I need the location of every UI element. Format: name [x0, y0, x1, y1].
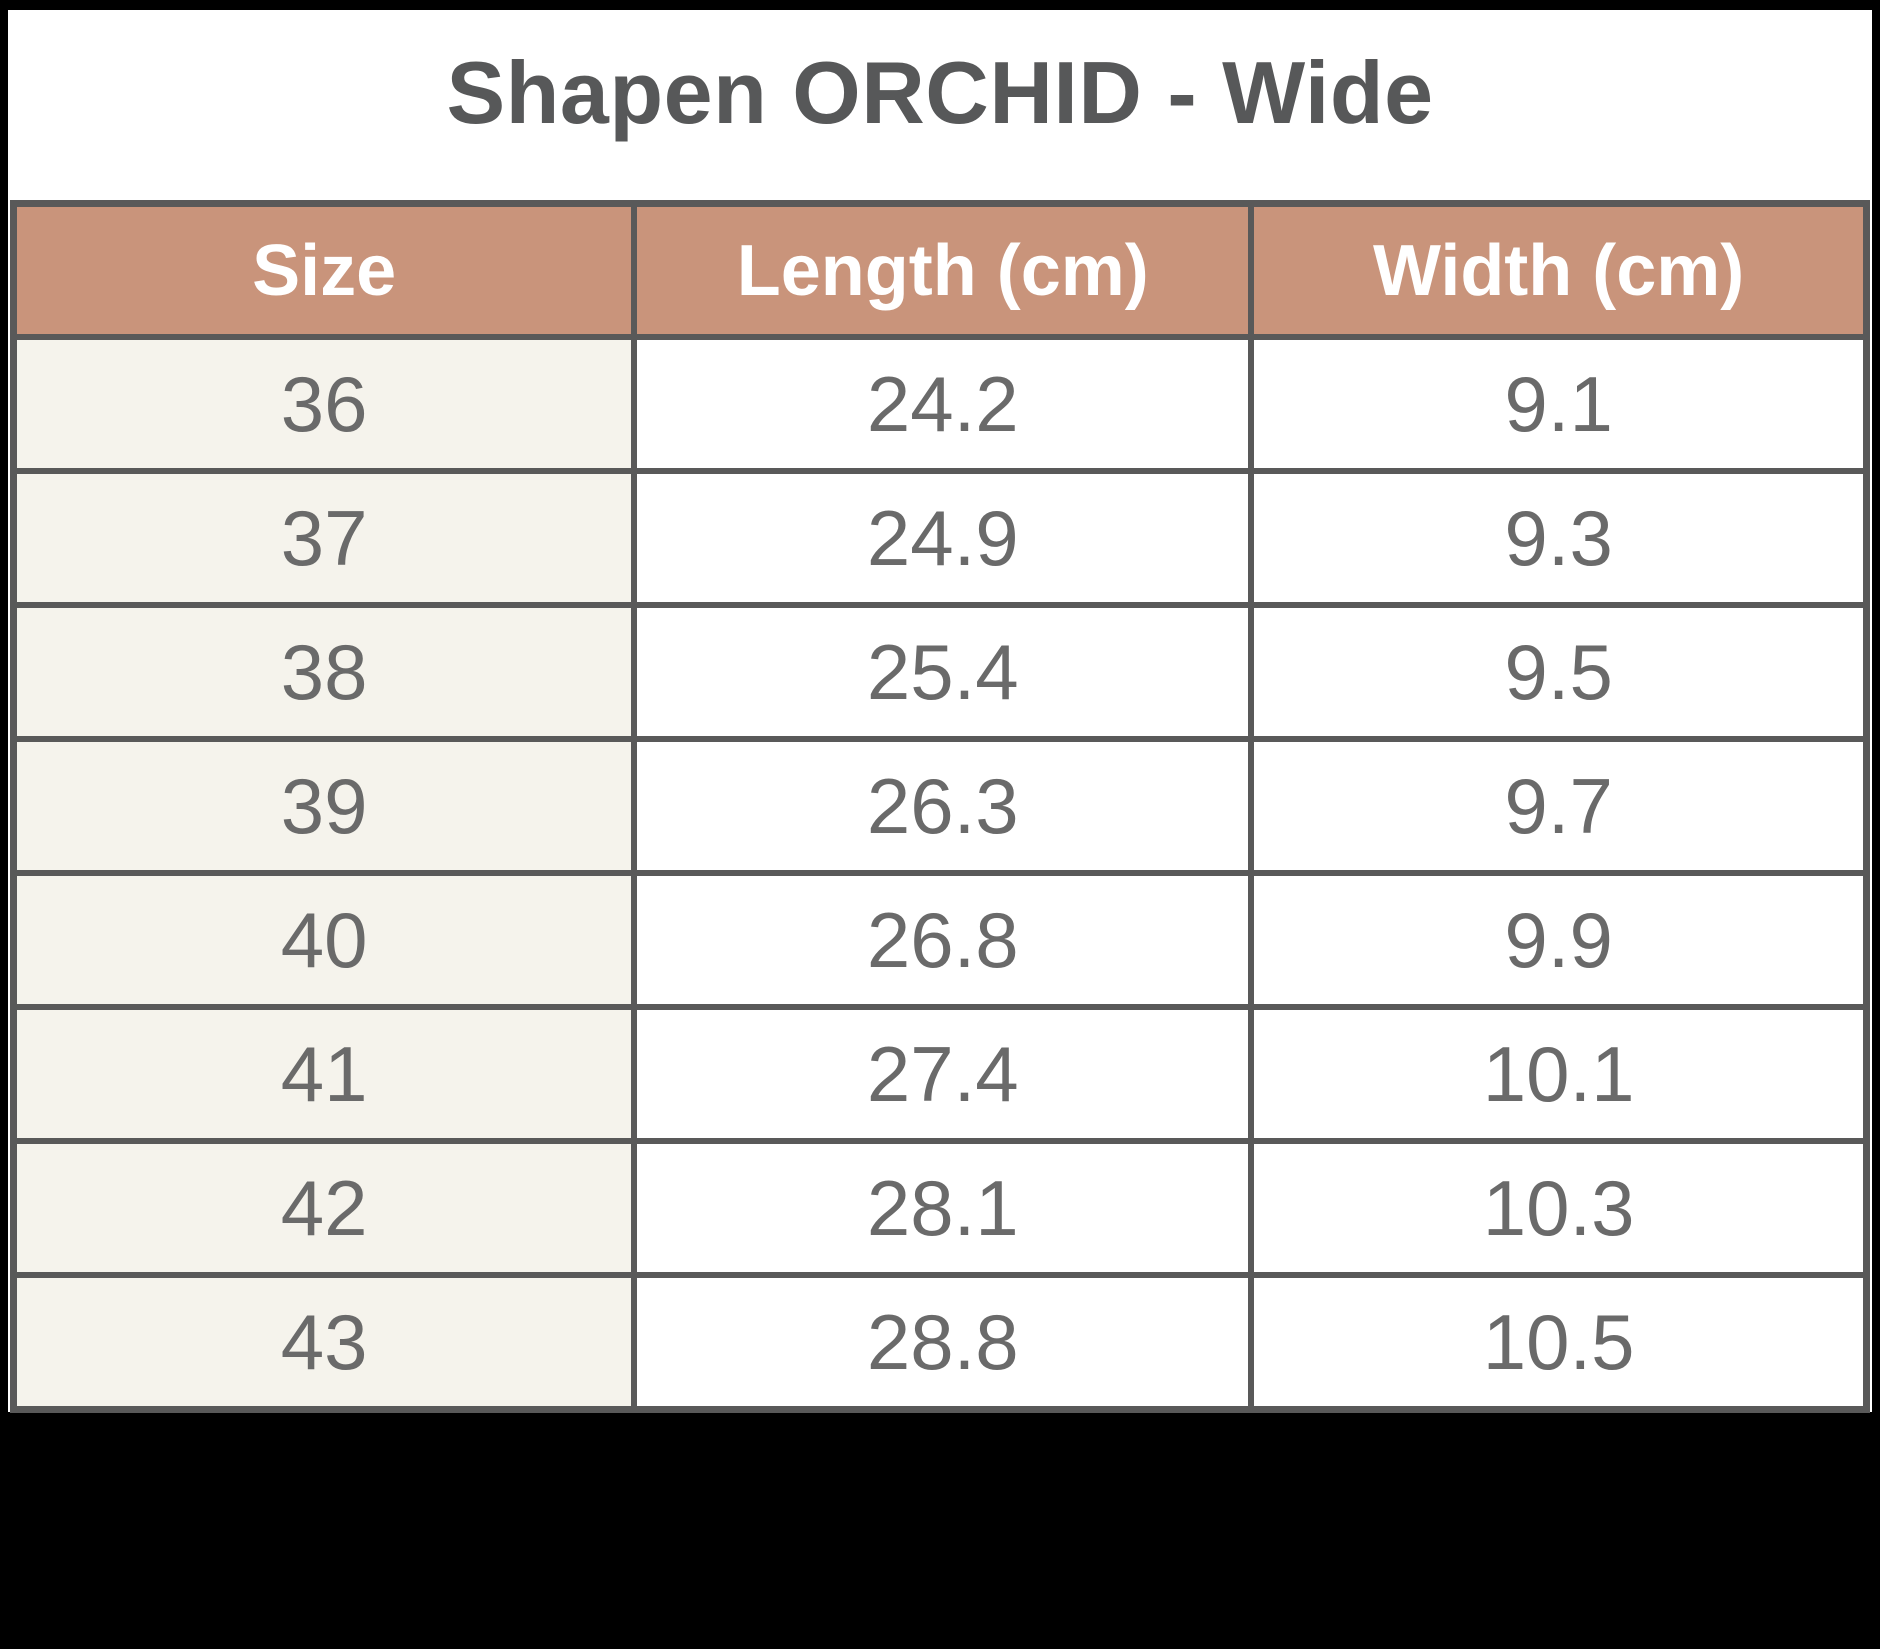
size-cell: 36: [10, 334, 638, 474]
page-title: Shapen ORCHID - Wide: [446, 43, 1434, 142]
length-cell: 26.8: [631, 870, 1255, 1010]
width-cell: 9.9: [1248, 870, 1870, 1010]
width-cell: 10.3: [1248, 1138, 1870, 1278]
length-cell: 28.8: [631, 1272, 1255, 1413]
column-header-length: Length (cm): [631, 200, 1255, 340]
size-cell: 38: [10, 602, 638, 742]
column-header-size: Size: [10, 200, 638, 340]
length-cell: 25.4: [631, 602, 1255, 742]
width-cell: 9.3: [1248, 468, 1870, 608]
table-body: 36 24.2 9.1 37 24.9 9.3 38 25.4 9.5 39 26.3 9.7 40 26…: [10, 334, 1870, 1413]
length-cell: 24.2: [631, 334, 1255, 474]
table-row: 38 25.4 9.5: [10, 602, 1870, 742]
size-cell: 39: [10, 736, 638, 876]
length-cell: 27.4: [631, 1004, 1255, 1144]
width-cell: 9.7: [1248, 736, 1870, 876]
length-cell: 28.1: [631, 1138, 1255, 1278]
table-row: 40 26.8 9.9: [10, 870, 1870, 1010]
size-cell: 42: [10, 1138, 638, 1278]
size-chart-table: Size Length (cm) Width (cm) 36 24.2 9.1 37 2…: [10, 200, 1870, 1413]
length-cell: 26.3: [631, 736, 1255, 876]
title-area: Shapen ORCHID - Wide: [8, 10, 1872, 200]
table-row: 42 28.1 10.3: [10, 1138, 1870, 1278]
table-row: 39 26.3 9.7: [10, 736, 1870, 876]
size-chart-card: Shapen ORCHID - Wide Size Length (cm) Wi…: [8, 10, 1872, 1413]
size-cell: 43: [10, 1272, 638, 1413]
width-cell: 10.5: [1248, 1272, 1870, 1413]
size-cell: 40: [10, 870, 638, 1010]
width-cell: 9.1: [1248, 334, 1870, 474]
column-header-width: Width (cm): [1248, 200, 1870, 340]
length-cell: 24.9: [631, 468, 1255, 608]
table-row: 43 28.8 10.5: [10, 1272, 1870, 1413]
size-cell: 41: [10, 1004, 638, 1144]
width-cell: 9.5: [1248, 602, 1870, 742]
size-cell: 37: [10, 468, 638, 608]
table-row: 41 27.4 10.1: [10, 1004, 1870, 1144]
table-header-row: Size Length (cm) Width (cm): [10, 200, 1870, 340]
table-row: 36 24.2 9.1: [10, 334, 1870, 474]
table-row: 37 24.9 9.3: [10, 468, 1870, 608]
width-cell: 10.1: [1248, 1004, 1870, 1144]
